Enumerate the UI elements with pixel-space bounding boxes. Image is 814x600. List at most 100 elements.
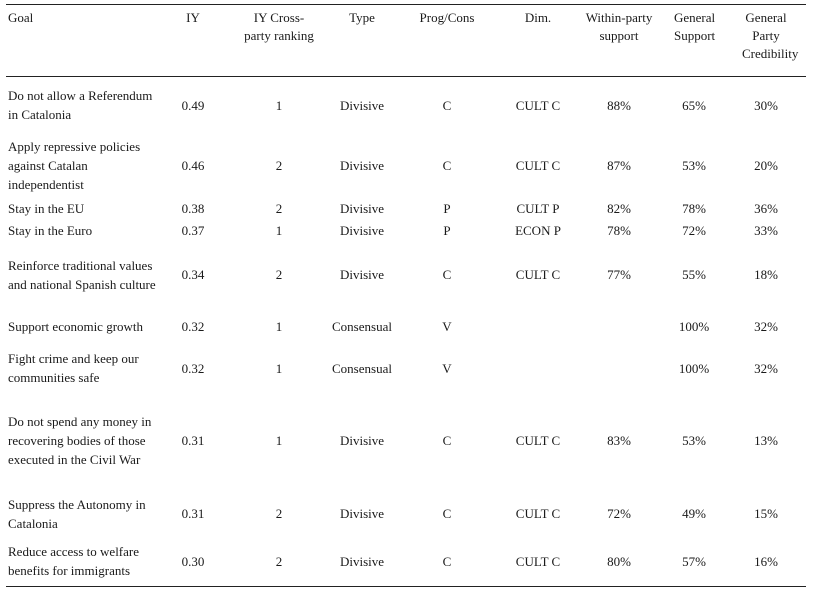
credibility-cell: 18%: [754, 267, 778, 282]
credibility-cell: 33%: [754, 223, 778, 238]
general-support-cell: 49%: [682, 506, 706, 521]
general-support-cell: 72%: [682, 223, 706, 238]
iy-cell: 0.46: [181, 158, 205, 173]
credibility-cell: 13%: [754, 433, 778, 448]
header-progcons: Prog/Cons: [419, 10, 475, 25]
table-row: Fight crime and keep our communities saf…: [6, 346, 806, 391]
iy-cell: 0.31: [181, 506, 205, 521]
within-support-cell: 72%: [607, 506, 631, 521]
table-row: Do not allow a Referendum in Catalonia 0.…: [6, 77, 806, 134]
type-cell: Divisive: [339, 506, 385, 521]
within-support-cell: 80%: [607, 553, 631, 569]
within-support-cell: 77%: [607, 267, 631, 282]
general-support-cell: 78%: [682, 201, 706, 216]
ranking-cell: 2: [275, 267, 283, 282]
credibility-cell: 32%: [754, 319, 778, 334]
iy-cell: 0.34: [181, 267, 205, 282]
type-cell: Divisive: [339, 553, 385, 569]
header-credibility: General Party Credibility: [742, 10, 799, 61]
dim-cell: CULT C: [515, 506, 561, 521]
table-row: Apply repressive policies against Catala…: [6, 134, 806, 198]
goals-table: Goal IY IY Cross-party ranking Type Prog…: [6, 4, 806, 587]
ranking-cell: 2: [275, 506, 283, 521]
dim-cell: CULT P: [516, 201, 560, 216]
goal-cell: Suppress the Autonomy in Catalonia: [8, 496, 146, 531]
general-support-cell: 57%: [682, 553, 706, 569]
within-support-cell: [576, 308, 662, 346]
type-cell: Divisive: [339, 97, 385, 113]
table-body: Do not allow a Referendum in Catalonia 0.…: [6, 77, 806, 587]
goal-cell: Do not allow a Referendum in Catalonia: [8, 88, 153, 123]
table-row: Reinforce traditional values and nationa…: [6, 242, 806, 308]
iy-cell: 0.49: [181, 97, 205, 113]
within-support-cell: 88%: [607, 97, 631, 113]
credibility-cell: 32%: [754, 360, 778, 376]
iy-cell: 0.30: [181, 553, 205, 569]
iy-cell: 0.32: [181, 319, 205, 334]
iy-cell: 0.32: [181, 360, 205, 376]
type-cell: Consensual: [332, 319, 392, 334]
credibility-cell: 30%: [754, 97, 778, 113]
type-cell: Divisive: [339, 267, 385, 282]
general-support-cell: 100%: [678, 319, 710, 334]
dim-cell: CULT C: [515, 158, 561, 173]
progcons-cell: C: [442, 433, 452, 448]
goal-cell: Reduce access to welfare benefits for im…: [8, 544, 140, 579]
table-row: Support economic growth 0.32 1 Consensual V 1…: [6, 308, 806, 346]
within-support-cell: 87%: [607, 158, 631, 173]
general-support-cell: 53%: [682, 433, 706, 448]
within-support-cell: [576, 346, 662, 391]
progcons-cell: C: [442, 506, 452, 521]
header-row: Goal IY IY Cross-party ranking Type Prog…: [6, 4, 806, 77]
header-iy: IY: [186, 10, 200, 25]
dim-cell: CULT C: [515, 267, 561, 282]
iy-cell: 0.31: [181, 433, 205, 448]
type-cell: Consensual: [332, 360, 392, 376]
header-dim: Dim.: [524, 10, 552, 25]
ranking-cell: 2: [275, 201, 283, 216]
goal-cell: Stay in the EU: [8, 201, 85, 216]
ranking-cell: 1: [275, 433, 283, 448]
credibility-cell: 20%: [754, 158, 778, 173]
iy-cell: 0.37: [181, 223, 205, 238]
ranking-cell: 1: [275, 97, 283, 113]
header-general: General Support: [674, 10, 716, 43]
goal-cell: Stay in the Euro: [8, 223, 93, 238]
dim-cell: [500, 308, 576, 346]
iy-cell: 0.38: [181, 201, 205, 216]
header-goal: Goal: [8, 10, 34, 25]
general-support-cell: 55%: [682, 267, 706, 282]
progcons-cell: C: [442, 97, 452, 113]
progcons-cell: P: [443, 223, 451, 238]
ranking-cell: 2: [275, 553, 283, 569]
progcons-cell: V: [442, 360, 452, 376]
header-type: Type: [349, 10, 375, 25]
header-within: Within-party support: [585, 10, 653, 43]
dim-cell: ECON P: [515, 223, 561, 238]
ranking-cell: 1: [275, 360, 283, 376]
table-row: Do not spend any money in recovering bod…: [6, 391, 806, 491]
type-cell: Divisive: [339, 158, 385, 173]
table-row: Stay in the Euro 0.37 1 Divisive P ECON P 78% 7…: [6, 220, 806, 242]
general-support-cell: 65%: [682, 97, 706, 113]
general-support-cell: 100%: [678, 360, 710, 376]
type-cell: Divisive: [339, 201, 385, 216]
progcons-cell: C: [442, 267, 452, 282]
ranking-cell: 2: [275, 158, 283, 173]
goal-cell: Apply repressive policies against Catala…: [8, 139, 141, 192]
table-row: Stay in the EU 0.38 2 Divisive P CULT P 82% 78%…: [6, 198, 806, 220]
dim-cell: CULT C: [515, 97, 561, 113]
dim-cell: [500, 346, 576, 391]
dim-cell: CULT C: [515, 433, 561, 448]
progcons-cell: V: [442, 319, 452, 334]
header-ranking: IY Cross-party ranking: [244, 10, 314, 43]
table-row: Suppress the Autonomy in Catalonia 0.31 2 D…: [6, 491, 806, 537]
progcons-cell: C: [442, 158, 452, 173]
ranking-cell: 1: [275, 223, 283, 238]
within-support-cell: 83%: [607, 433, 631, 448]
table-header: Goal IY IY Cross-party ranking Type Prog…: [6, 4, 806, 77]
credibility-cell: 36%: [754, 201, 778, 216]
ranking-cell: 1: [275, 319, 283, 334]
credibility-cell: 16%: [754, 553, 778, 569]
within-support-cell: 78%: [607, 223, 631, 238]
